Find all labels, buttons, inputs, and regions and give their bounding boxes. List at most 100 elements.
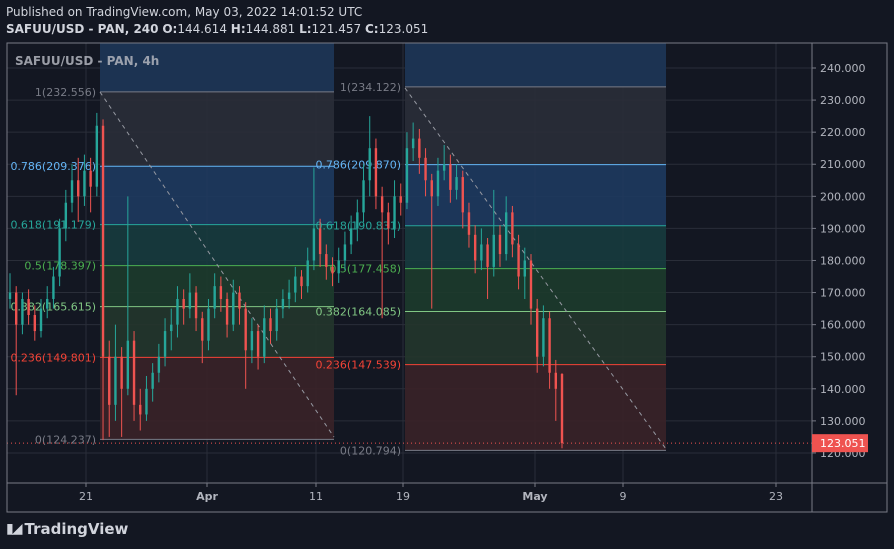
candle <box>306 247 309 293</box>
candle-body <box>15 292 18 325</box>
candle-body <box>436 170 440 197</box>
candle <box>201 311 204 364</box>
candle <box>151 363 154 402</box>
candle-body <box>312 228 316 261</box>
time-tick-label: 19 <box>396 490 410 503</box>
candle <box>312 167 316 271</box>
time-tick-label: 21 <box>79 490 93 503</box>
high-label: H: <box>230 22 246 36</box>
candle-body <box>523 260 526 277</box>
time-tick-label: May <box>522 490 547 503</box>
candle-body <box>473 234 477 261</box>
candle <box>244 302 247 389</box>
candle-body <box>275 308 278 332</box>
candle <box>343 231 347 271</box>
candle <box>145 375 148 421</box>
candle-body <box>201 318 204 341</box>
price-tick-label: 240.000 <box>820 62 866 75</box>
candle <box>89 157 92 213</box>
candle <box>176 286 179 338</box>
candle <box>27 289 30 325</box>
candle <box>405 132 409 210</box>
candle-body <box>362 180 365 213</box>
fib-extension-zone <box>100 43 334 92</box>
candle-body <box>194 292 198 319</box>
fib-zone <box>405 364 666 451</box>
time-tick-label: 11 <box>309 490 323 503</box>
candle-body <box>387 212 390 229</box>
candle-body <box>356 212 359 229</box>
candle <box>21 292 24 335</box>
candle-body <box>287 292 291 299</box>
candle <box>126 196 130 396</box>
candle-body <box>380 196 384 213</box>
price-tick-label: 200.000 <box>820 190 866 203</box>
candle-body <box>535 308 539 357</box>
candle-body <box>207 308 210 341</box>
fib-zone <box>100 91 334 167</box>
candle-body <box>101 125 105 357</box>
candle <box>318 218 322 267</box>
fib-zone <box>100 306 334 358</box>
candle-body <box>151 372 154 389</box>
candle-body <box>318 228 322 255</box>
logo-text: TradingView <box>24 520 129 538</box>
candle <box>213 273 216 319</box>
open-label: O: <box>162 22 178 36</box>
candle-body <box>120 356 123 389</box>
candle-body <box>176 298 179 325</box>
candle <box>473 225 477 274</box>
candle-body <box>132 340 136 405</box>
fib-zone <box>100 166 334 225</box>
price-tick-label: 210.000 <box>820 158 866 171</box>
candle-body <box>486 244 489 267</box>
candle <box>517 234 520 290</box>
candle-body <box>343 244 347 261</box>
candle-body <box>269 318 272 332</box>
candle <box>374 138 378 210</box>
candle <box>498 225 502 267</box>
candle-body <box>374 148 378 197</box>
candle <box>170 308 173 351</box>
candle-body <box>232 292 235 325</box>
candle <box>492 189 495 277</box>
candle <box>436 157 440 206</box>
candle-body <box>21 298 24 325</box>
fib-level-label: 0(124.237) <box>35 433 96 446</box>
candle <box>15 286 18 396</box>
candle <box>114 324 117 421</box>
candle-body <box>504 212 508 255</box>
candle <box>238 286 241 325</box>
time-tick-label: 23 <box>769 490 783 503</box>
candle <box>300 270 303 299</box>
candle <box>52 266 55 309</box>
tradingview-logo[interactable]: ▮◢ TradingView <box>6 520 128 538</box>
candle-body <box>139 404 142 415</box>
candle-body <box>95 125 99 187</box>
candle-body <box>349 228 353 245</box>
candle <box>399 183 402 216</box>
candle <box>157 343 161 383</box>
candle-body <box>46 298 49 309</box>
candle <box>269 308 272 344</box>
price-tick-label: 180.000 <box>820 254 866 267</box>
candle-body <box>213 286 216 309</box>
candle-body <box>368 148 371 181</box>
symbol-label[interactable]: SAFUU/USD - PAN, 240 <box>6 22 159 36</box>
price-tick-label: 150.000 <box>820 351 866 364</box>
candle-body <box>492 234 495 267</box>
candle <box>542 305 545 367</box>
fib-level-label: 0.236(149.801) <box>10 351 96 364</box>
candle-body <box>58 228 61 277</box>
high-value: 144.881 <box>245 22 296 36</box>
last-price-label: 123.051 <box>820 437 866 450</box>
candle-body <box>554 372 557 389</box>
candle-body <box>424 157 427 181</box>
fib-zone <box>405 311 666 365</box>
close-label: C: <box>364 22 379 36</box>
candle-body <box>188 292 192 309</box>
candle-body <box>480 244 483 261</box>
candle-body <box>250 331 254 351</box>
candle <box>529 254 533 325</box>
